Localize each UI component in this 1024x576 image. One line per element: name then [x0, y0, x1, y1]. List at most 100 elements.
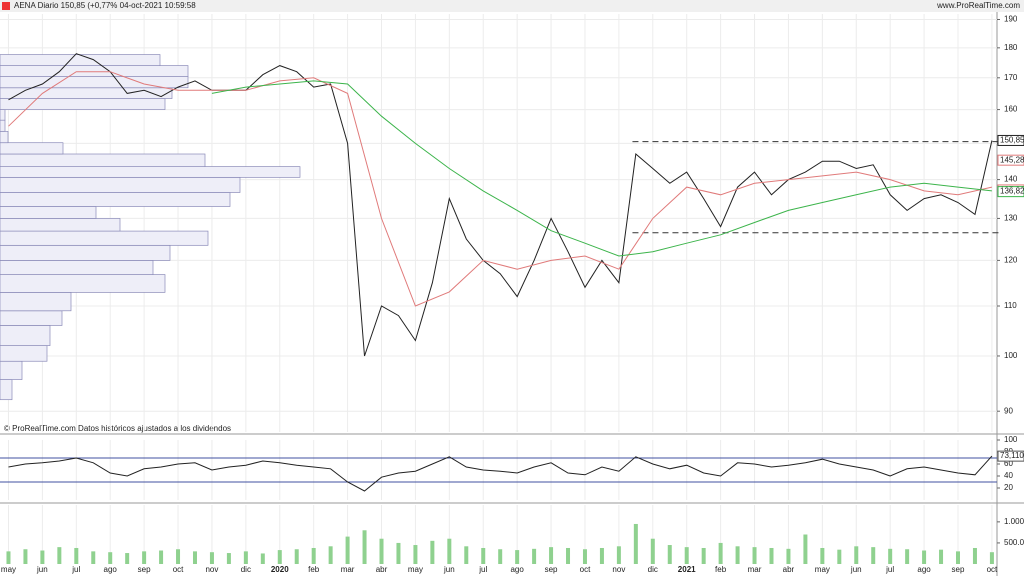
price-line	[8, 71, 993, 307]
profile-bar	[0, 230, 209, 246]
header-title: AENA Diario 150,85 (+0,77% 04-oct-2021 1…	[14, 1, 196, 10]
volume-bar	[23, 549, 28, 564]
x-tick-label: jun	[36, 565, 48, 574]
x-tick-label: dic	[648, 565, 658, 574]
volume-bar	[311, 547, 316, 564]
volume-bar	[803, 534, 808, 564]
profile-bar	[0, 192, 231, 207]
x-tick-label: sep	[952, 565, 965, 574]
x-tick-label: may	[815, 565, 830, 574]
volume-bar	[616, 546, 621, 564]
x-tick-label: ago	[917, 565, 931, 574]
profile-bar	[0, 176, 241, 193]
profile-bar	[0, 166, 301, 178]
volume-bar	[515, 550, 520, 564]
price-line	[8, 455, 993, 492]
profile-bar	[0, 310, 63, 326]
x-tick-label: abr	[376, 565, 388, 574]
volume-bar	[294, 549, 299, 564]
volume-bar	[701, 547, 706, 564]
volume-bar	[413, 545, 418, 564]
volume-bar	[871, 547, 876, 564]
y-tick-label: 170	[1004, 73, 1018, 82]
header-bar	[0, 0, 1024, 12]
y-tick-label: 180	[1004, 43, 1018, 52]
price-line	[211, 80, 992, 257]
volume-bar	[142, 551, 147, 564]
profile-bar	[0, 274, 166, 293]
profile-bar	[0, 76, 189, 89]
volume-bar	[854, 546, 859, 564]
profile-bar	[0, 65, 189, 77]
y-tick-label: 1.000k	[1004, 517, 1024, 526]
volume-bar	[481, 547, 486, 564]
volume-bar	[243, 551, 248, 564]
price-tag	[997, 186, 1024, 198]
profile-bar	[0, 109, 6, 121]
price-label: 150,85	[1000, 136, 1024, 145]
x-tick-label: feb	[715, 565, 727, 574]
profile-bar	[0, 260, 154, 275]
x-tick-label: sep	[138, 565, 151, 574]
volume-bar	[667, 545, 672, 564]
x-tick-label: feb	[308, 565, 320, 574]
x-tick-label: nov	[205, 565, 218, 574]
volume-bar	[108, 552, 113, 564]
volume-bar	[345, 536, 350, 564]
x-tick-label: mar	[341, 565, 355, 574]
volume-bar	[125, 553, 130, 564]
x-tick-label: mar	[748, 565, 762, 574]
profile-bar	[0, 292, 72, 312]
x-tick-label: sep	[545, 565, 558, 574]
volume-bar	[91, 551, 96, 564]
volume-bar	[837, 549, 842, 564]
volume-bar	[820, 547, 825, 564]
volume-bar	[159, 550, 164, 564]
source: www.ProRealTime.com	[936, 1, 1020, 10]
volume-bar	[176, 549, 181, 564]
profile-bar	[0, 244, 171, 261]
y-tick-label: 120	[1004, 256, 1018, 265]
volume-bar	[786, 548, 791, 564]
volume-bar	[6, 551, 11, 564]
volume-bar	[226, 553, 231, 564]
volume-bar	[905, 549, 910, 564]
logo	[2, 2, 10, 10]
profile-bar	[0, 87, 173, 99]
x-tick-label: nov	[612, 565, 625, 574]
x-tick-label: jul	[71, 565, 80, 574]
volume-bar	[922, 550, 927, 564]
value-label: 73,110	[1000, 451, 1024, 460]
profile-bar	[0, 345, 48, 362]
x-tick-label: 2020	[271, 565, 289, 574]
price-label: 145,28	[1000, 155, 1024, 164]
profile-bar	[0, 218, 121, 232]
x-tick-label: ago	[510, 565, 524, 574]
annotation: © ProRealTime.com Datos históricos ajust…	[4, 424, 231, 433]
volume-bar	[57, 547, 62, 564]
y-tick-label: 100	[1004, 351, 1018, 360]
volume-bar	[582, 549, 587, 564]
x-tick-label: abr	[783, 565, 795, 574]
profile-bar	[0, 379, 13, 401]
volume-bar	[566, 547, 571, 564]
volume-bar	[447, 538, 452, 564]
profile-bar	[0, 54, 161, 66]
y-tick-label: 20	[1004, 483, 1013, 492]
profile-bar	[0, 325, 51, 346]
profile-bar	[0, 130, 9, 144]
volume-bar	[599, 547, 604, 564]
volume-bar	[633, 523, 638, 564]
volume-bar	[209, 552, 214, 564]
volume-bar	[718, 542, 723, 564]
volume-bar	[532, 548, 537, 564]
profile-bar	[0, 360, 23, 380]
price-tag	[997, 134, 1024, 146]
volume-bar	[549, 547, 554, 564]
volume-bar	[498, 549, 503, 564]
x-tick-label: jun	[850, 565, 862, 574]
x-tick-label: oct	[173, 565, 184, 574]
volume-bar	[888, 548, 893, 564]
x-tick-label: dic	[241, 565, 251, 574]
x-tick-label: may	[1, 565, 16, 574]
